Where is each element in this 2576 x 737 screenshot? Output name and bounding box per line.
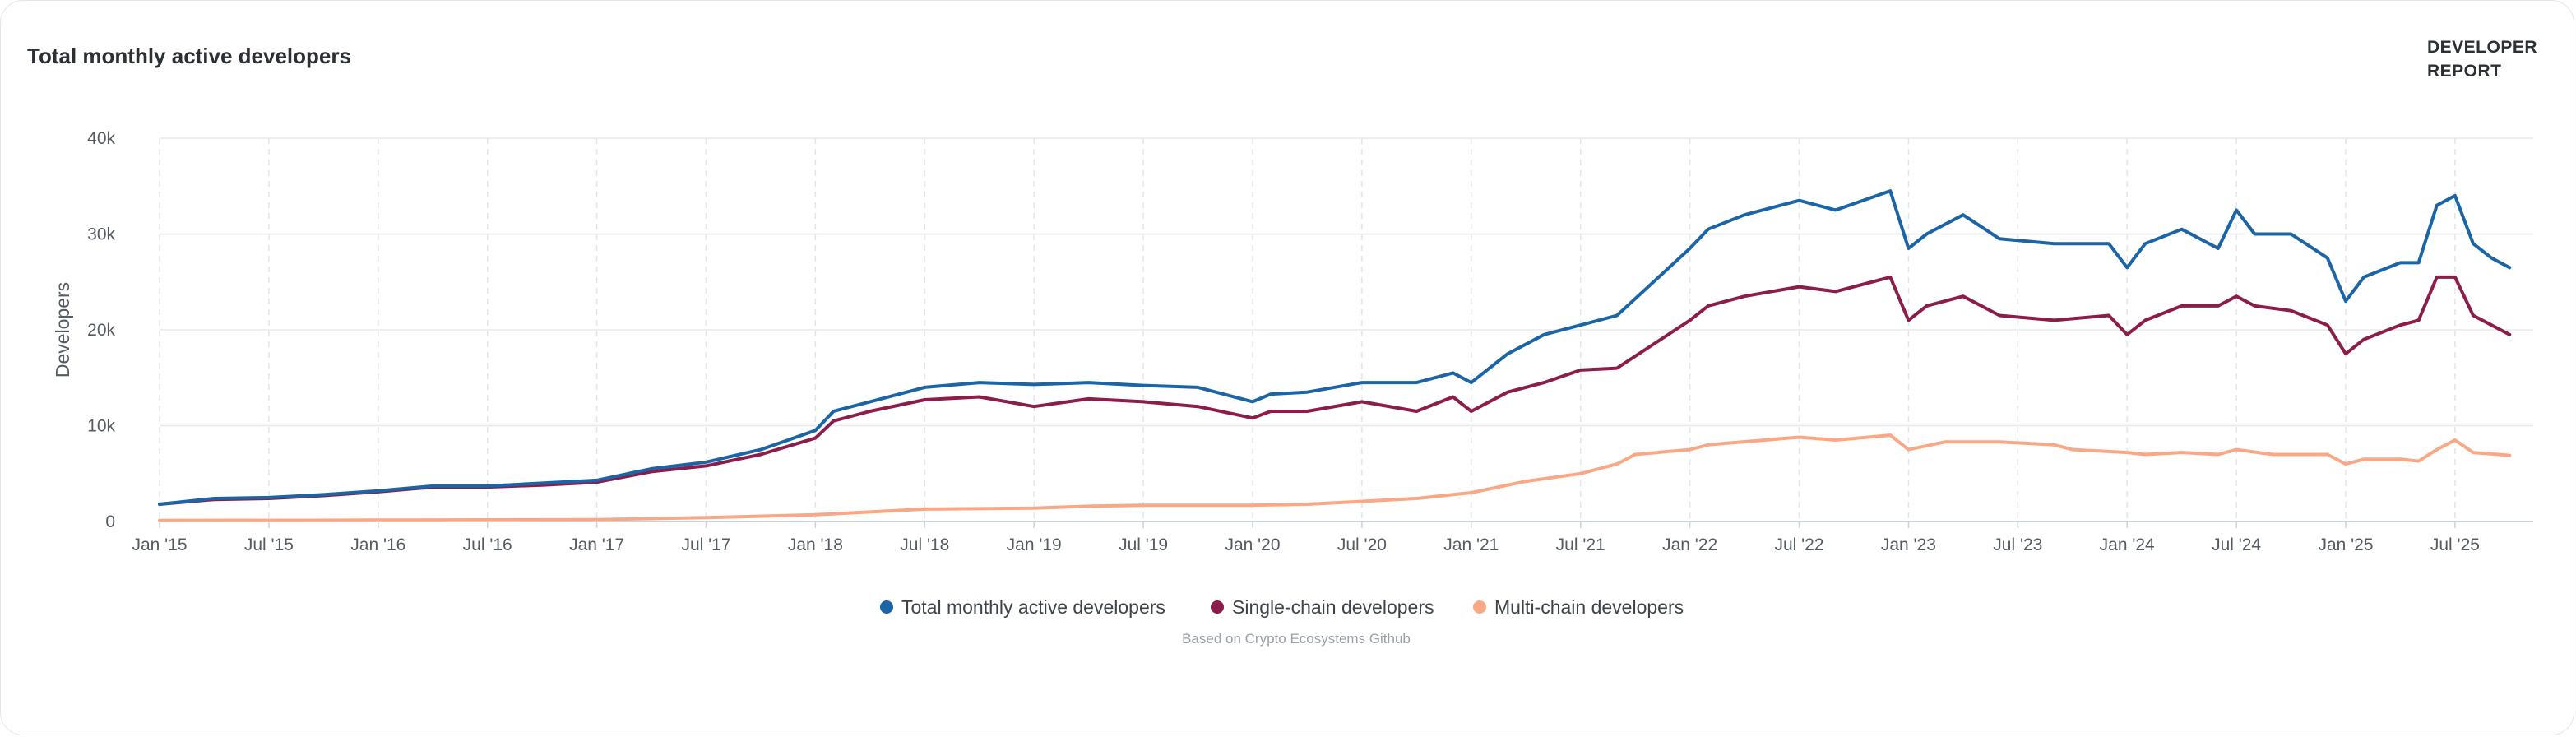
x-tick-label: Jul '25 [2430, 535, 2480, 554]
x-tick-label: Jan '16 [350, 535, 405, 554]
logo-line-2: REPORT [2427, 62, 2502, 81]
x-tick-label: Jan '15 [132, 535, 187, 554]
x-tick-label: Jan '21 [1443, 535, 1499, 554]
x-tick-label: Jul '18 [900, 535, 949, 554]
grid [159, 137, 2533, 522]
x-tick-label: Jul '19 [1119, 535, 1168, 554]
series-lines [158, 189, 2512, 522]
x-tick-label: Jul '16 [463, 535, 512, 554]
y-tick-label: 10k [87, 417, 115, 436]
x-tick-label: Jul '22 [1774, 535, 1823, 554]
source-note: Based on Crypto Ecosystems Github [1182, 631, 1411, 647]
x-tick-label: Jul '20 [1337, 535, 1387, 554]
y-tick-label: 0 [105, 512, 115, 531]
y-tick-label: 30k [87, 225, 115, 244]
series-line-total-monthly-active-developers [158, 189, 2512, 506]
developer-report-logo: DEVELOPER REPORT [2427, 35, 2551, 83]
legend-label: Multi-chain developers [1494, 596, 1684, 618]
legend-marker [880, 600, 893, 614]
legend-label: Total monthly active developers [901, 596, 1165, 618]
logo-line-1: DEVELOPER [2427, 38, 2538, 57]
x-tick-label: Jul '23 [1993, 535, 2042, 554]
x-tick-label: Jan '20 [1225, 535, 1280, 554]
y-tick-label: 40k [87, 129, 115, 148]
x-tick-label: Jan '17 [569, 535, 624, 554]
series-line-multi-chain-developers [158, 433, 2512, 522]
legend-label: Single-chain developers [1232, 596, 1434, 618]
chart-title: Total monthly active developers [27, 44, 351, 68]
x-tick-label: Jan '18 [788, 535, 843, 554]
y-tick-label: 20k [87, 321, 115, 340]
x-tick-label: Jan '25 [2318, 535, 2373, 554]
series-line-single-chain-developers [158, 275, 2512, 506]
legend-marker [1211, 600, 1224, 614]
x-tick-label: Jul '24 [2212, 535, 2261, 554]
legend: Total monthly active developers Single-ch… [880, 596, 1684, 618]
x-tick-label: Jul '15 [244, 535, 294, 554]
x-tick-label: Jan '23 [1881, 535, 1936, 554]
x-tick-label: Jan '22 [1662, 535, 1717, 554]
x-tick-label: Jan '24 [2100, 535, 2155, 554]
legend-marker [1473, 600, 1486, 614]
y-axis-title: Developers [52, 282, 73, 378]
axes: 0 10k 20k 30k 40k Jan '15 Jul '15 Jan '16 Jul '1… [52, 129, 2480, 554]
x-tick-label: Jul '17 [681, 535, 730, 554]
x-tick-label: Jan '19 [1007, 535, 1062, 554]
x-tick-label: Jul '21 [1556, 535, 1605, 554]
